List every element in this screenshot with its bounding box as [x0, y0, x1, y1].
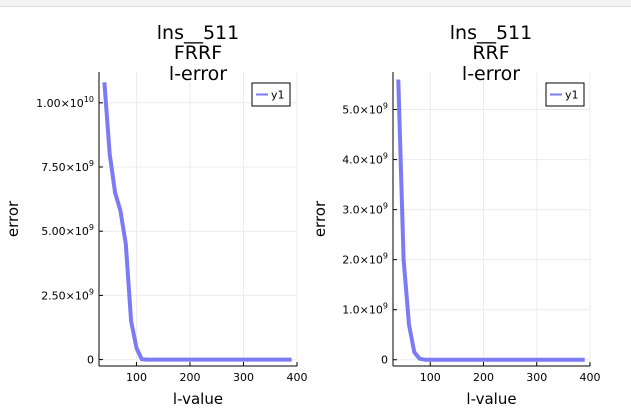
chart-title-line: RRF	[472, 42, 509, 64]
x-tick-label: 300	[233, 371, 254, 384]
y-tick-label: 0	[87, 354, 94, 367]
y-tick-label: 1.00×1010	[36, 95, 94, 110]
chart-title-line: FRRF	[174, 42, 222, 64]
y-tick-label: 4.0×109	[342, 152, 388, 167]
chart-panel-1: 100 200 300 400 0 2.50×109 5.00×109 7.50×109 1.0…	[4, 22, 308, 408]
legend-entry: y1	[565, 89, 579, 102]
series-line-y1	[396, 79, 585, 362]
y-axis-label: error	[311, 200, 329, 237]
y-tick-label: 1.0×109	[342, 302, 388, 317]
y-tick-label: 0	[381, 354, 388, 367]
series-line-y1	[102, 82, 292, 362]
x-axis-label: l-value	[173, 390, 223, 408]
x-tick-label: 100	[420, 371, 441, 384]
x-tick-label: 200	[473, 371, 494, 384]
legend: y1	[545, 82, 585, 107]
chart-title-line: lns__511	[450, 22, 533, 44]
y-tick-label: 5.00×109	[41, 223, 94, 238]
chart-title-line: lns__511	[157, 22, 240, 44]
window-top-bar	[0, 0, 631, 7]
y-tick-label: 2.0×109	[342, 252, 388, 267]
x-tick-label: 100	[126, 371, 147, 384]
y-tick-label: 2.50×109	[41, 287, 94, 302]
y-tick-label: 3.0×109	[342, 202, 388, 217]
chart-title-line: l-error	[169, 63, 227, 85]
chart-panel-2: 100 200 300 400 0 1.0×109 2.0×109 3.0×109 4.0×10…	[311, 22, 601, 408]
y-tick-label: 7.50×109	[41, 159, 94, 174]
legend-box	[545, 82, 585, 107]
y-axis-label: error	[4, 200, 22, 237]
x-tick-label: 200	[179, 371, 200, 384]
x-tick-label: 400	[287, 371, 308, 384]
x-tick-label: 400	[580, 371, 601, 384]
x-tick-label: 300	[526, 371, 547, 384]
x-axis-label: l-value	[466, 390, 516, 408]
legend-box	[251, 82, 291, 107]
chart-title-line: l-error	[462, 63, 520, 85]
legend-entry: y1	[271, 89, 285, 102]
legend: y1	[251, 82, 291, 107]
y-tick-label: 5.0×109	[342, 102, 388, 117]
